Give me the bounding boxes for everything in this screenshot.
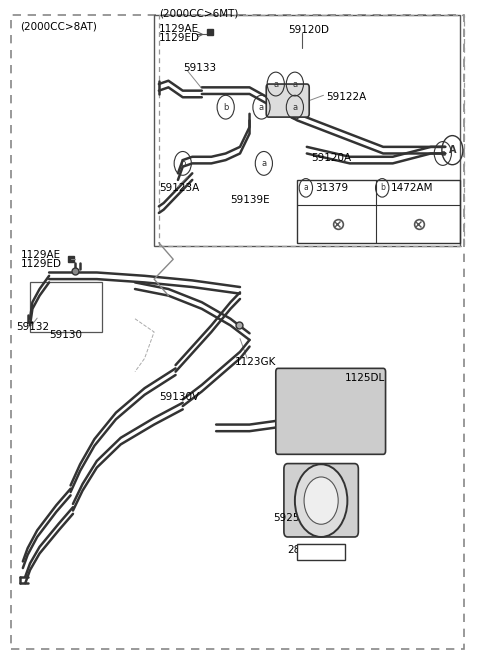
Text: 1129AE: 1129AE bbox=[21, 250, 60, 260]
Text: 59132: 59132 bbox=[16, 322, 49, 332]
Text: a: a bbox=[273, 80, 278, 88]
Text: 1123GK: 1123GK bbox=[235, 357, 276, 367]
Text: a: a bbox=[292, 80, 298, 88]
Text: A: A bbox=[449, 145, 456, 155]
Text: 1129AE: 1129AE bbox=[159, 24, 199, 34]
Circle shape bbox=[295, 464, 348, 537]
FancyBboxPatch shape bbox=[276, 369, 385, 454]
Text: (2000CC>8AT): (2000CC>8AT) bbox=[21, 21, 97, 31]
Text: 59122A: 59122A bbox=[326, 92, 366, 102]
Text: 1129ED: 1129ED bbox=[21, 259, 61, 269]
FancyBboxPatch shape bbox=[284, 463, 359, 537]
Text: 1125DL: 1125DL bbox=[345, 373, 385, 383]
Circle shape bbox=[304, 477, 338, 525]
Text: 31379: 31379 bbox=[315, 183, 348, 193]
Text: 59139E: 59139E bbox=[230, 195, 270, 205]
Text: a: a bbox=[292, 103, 298, 112]
Text: 59130: 59130 bbox=[49, 330, 82, 341]
Text: 28810: 28810 bbox=[288, 545, 321, 555]
Text: b: b bbox=[180, 159, 185, 168]
Text: 59120A: 59120A bbox=[312, 153, 352, 163]
FancyBboxPatch shape bbox=[266, 84, 309, 117]
Text: a: a bbox=[259, 103, 264, 112]
Text: a: a bbox=[261, 159, 266, 168]
Text: b: b bbox=[380, 183, 384, 193]
Text: (2000CC>6MT): (2000CC>6MT) bbox=[159, 8, 238, 19]
Text: 59133: 59133 bbox=[183, 62, 216, 72]
Text: 59120D: 59120D bbox=[288, 25, 329, 35]
Text: 59250A: 59250A bbox=[274, 513, 313, 523]
Text: a: a bbox=[440, 149, 445, 158]
Bar bbox=[297, 544, 345, 560]
Text: 1129ED: 1129ED bbox=[159, 33, 200, 43]
Text: a: a bbox=[303, 183, 308, 193]
Text: b: b bbox=[223, 103, 228, 112]
Text: 59130V: 59130V bbox=[159, 392, 199, 402]
Text: 59123A: 59123A bbox=[159, 183, 199, 193]
Text: 1472AM: 1472AM bbox=[391, 183, 434, 193]
